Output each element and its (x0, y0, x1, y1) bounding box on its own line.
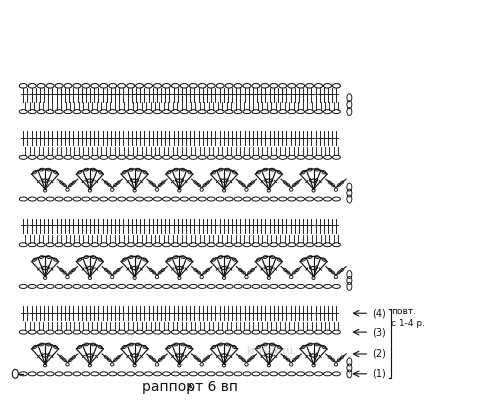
Text: (4): (4) (372, 308, 386, 318)
Text: kru4ok.ru: kru4ok.ru (246, 346, 293, 356)
Text: (2): (2) (372, 349, 386, 359)
Text: (1): (1) (372, 369, 386, 379)
Text: раппорт 6 вп: раппорт 6 вп (142, 380, 238, 394)
Text: повт.
с 1-4 р.: повт. с 1-4 р. (391, 307, 425, 328)
Text: (3): (3) (372, 327, 386, 337)
